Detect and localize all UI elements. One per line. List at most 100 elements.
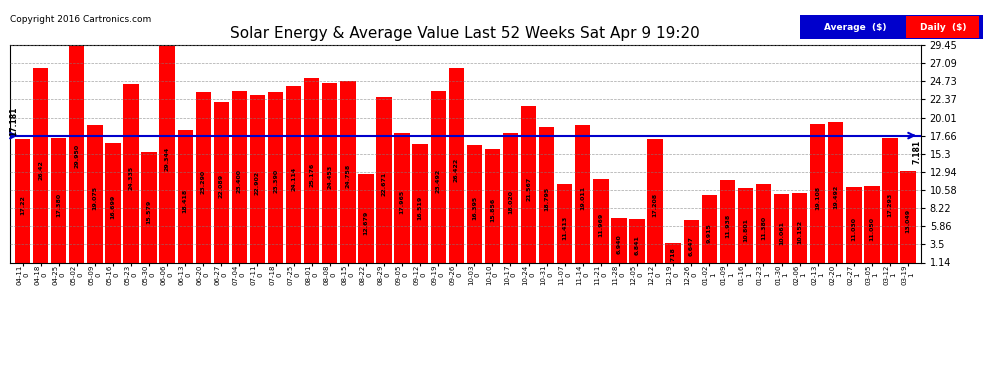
Text: 6.940: 6.940: [617, 235, 622, 255]
FancyBboxPatch shape: [906, 16, 979, 38]
Text: 06-27
0: 06-27 0: [215, 265, 228, 285]
Text: 12-19
0: 12-19 0: [666, 265, 679, 285]
Text: 05-09
0: 05-09 0: [88, 265, 101, 285]
Text: 10.061: 10.061: [779, 220, 784, 245]
Title: Solar Energy & Average Value Last 52 Weeks Sat Apr 9 19:20: Solar Energy & Average Value Last 52 Wee…: [231, 26, 700, 41]
Bar: [341, 81, 355, 271]
Text: 12-05
0: 12-05 0: [631, 265, 644, 285]
Text: Average  ($): Average ($): [824, 22, 886, 32]
Text: 10-03
0: 10-03 0: [468, 265, 481, 285]
Text: 11.380: 11.380: [761, 216, 766, 240]
Text: 16.699: 16.699: [111, 195, 116, 219]
Bar: [810, 124, 826, 271]
Text: 23.290: 23.290: [201, 170, 206, 194]
Text: 08-29
0: 08-29 0: [377, 265, 390, 285]
Text: 23.400: 23.400: [237, 170, 242, 194]
Bar: [15, 139, 31, 271]
Bar: [755, 184, 771, 271]
Bar: [466, 145, 482, 271]
Bar: [774, 194, 789, 271]
Bar: [630, 219, 644, 271]
Text: 18.020: 18.020: [508, 190, 513, 214]
Bar: [503, 133, 518, 271]
Text: 6.841: 6.841: [635, 235, 640, 255]
Bar: [611, 218, 627, 271]
Text: 03-12
1: 03-12 1: [883, 265, 897, 285]
Text: 11-21
0: 11-21 0: [594, 265, 607, 285]
Bar: [593, 179, 609, 271]
Text: 23.492: 23.492: [436, 169, 441, 193]
Bar: [322, 83, 338, 271]
Bar: [683, 220, 699, 271]
Bar: [159, 46, 175, 271]
Bar: [51, 138, 66, 271]
Bar: [539, 127, 554, 271]
Text: 16.519: 16.519: [418, 196, 423, 220]
Text: 17.293: 17.293: [887, 193, 892, 217]
Text: 26.422: 26.422: [453, 158, 458, 182]
Text: 22.902: 22.902: [255, 171, 260, 195]
Text: Copyright 2016 Cartronics.com: Copyright 2016 Cartronics.com: [10, 15, 151, 24]
Text: 04-18
0: 04-18 0: [34, 265, 48, 285]
Bar: [665, 243, 681, 271]
Text: 17.181: 17.181: [9, 106, 18, 136]
Bar: [413, 144, 428, 271]
Text: 02-13
1: 02-13 1: [811, 265, 825, 285]
Bar: [33, 68, 49, 271]
Text: 22.089: 22.089: [219, 174, 224, 198]
Bar: [738, 188, 753, 271]
Text: 06-13
0: 06-13 0: [178, 265, 192, 285]
Text: 01-23
1: 01-23 1: [757, 265, 770, 285]
Bar: [376, 97, 392, 271]
Text: 24.114: 24.114: [291, 166, 296, 191]
Bar: [358, 174, 373, 271]
Bar: [105, 143, 121, 271]
Text: 16.395: 16.395: [472, 196, 477, 220]
Text: 02-06
1: 02-06 1: [793, 265, 806, 285]
Text: 10-10
0: 10-10 0: [486, 265, 499, 285]
Text: 05-23
0: 05-23 0: [125, 265, 138, 285]
Text: 6.647: 6.647: [689, 236, 694, 256]
Bar: [792, 193, 807, 271]
Text: 29.950: 29.950: [74, 144, 79, 168]
Text: 9.915: 9.915: [707, 223, 712, 243]
Text: 08-08
0: 08-08 0: [324, 265, 337, 285]
Text: 02-27
1: 02-27 1: [847, 265, 860, 285]
Text: 09-05
0: 09-05 0: [396, 265, 409, 285]
Bar: [647, 139, 662, 271]
Text: 3.718: 3.718: [670, 247, 675, 267]
Text: 26.42: 26.42: [39, 160, 44, 180]
Bar: [521, 106, 537, 271]
Text: 11-14
0: 11-14 0: [576, 265, 589, 285]
Text: 04-11
0: 04-11 0: [16, 265, 29, 285]
Text: 24.335: 24.335: [129, 166, 134, 190]
Text: 24.758: 24.758: [346, 164, 350, 188]
Text: 03-19
1: 03-19 1: [902, 265, 915, 285]
Text: 17.22: 17.22: [20, 195, 25, 215]
Bar: [87, 125, 103, 271]
Bar: [124, 84, 139, 271]
Text: 08-22
0: 08-22 0: [359, 265, 372, 285]
Text: 19.011: 19.011: [580, 186, 585, 210]
Text: 06-06
0: 06-06 0: [160, 265, 173, 285]
Text: 24.453: 24.453: [328, 165, 333, 189]
Text: 19.492: 19.492: [834, 184, 839, 209]
Bar: [286, 86, 301, 271]
Bar: [431, 91, 446, 271]
Text: 03-05
1: 03-05 1: [865, 265, 878, 285]
Text: 15.856: 15.856: [490, 198, 495, 222]
Text: 11-28
0: 11-28 0: [613, 265, 626, 285]
Text: 09-12
0: 09-12 0: [414, 265, 427, 285]
Text: 11.969: 11.969: [598, 213, 603, 237]
Text: 21.567: 21.567: [526, 176, 531, 201]
Text: 12.679: 12.679: [363, 210, 368, 235]
Text: 13.049: 13.049: [906, 209, 911, 233]
Bar: [268, 92, 283, 271]
Text: 07-25
0: 07-25 0: [287, 265, 300, 285]
Text: 07-18
0: 07-18 0: [269, 265, 282, 285]
Bar: [557, 184, 572, 271]
Text: 10.801: 10.801: [742, 218, 747, 242]
Text: 06-20
0: 06-20 0: [197, 265, 210, 285]
Text: 7.181: 7.181: [913, 140, 922, 164]
Text: 07-04
0: 07-04 0: [233, 265, 246, 285]
